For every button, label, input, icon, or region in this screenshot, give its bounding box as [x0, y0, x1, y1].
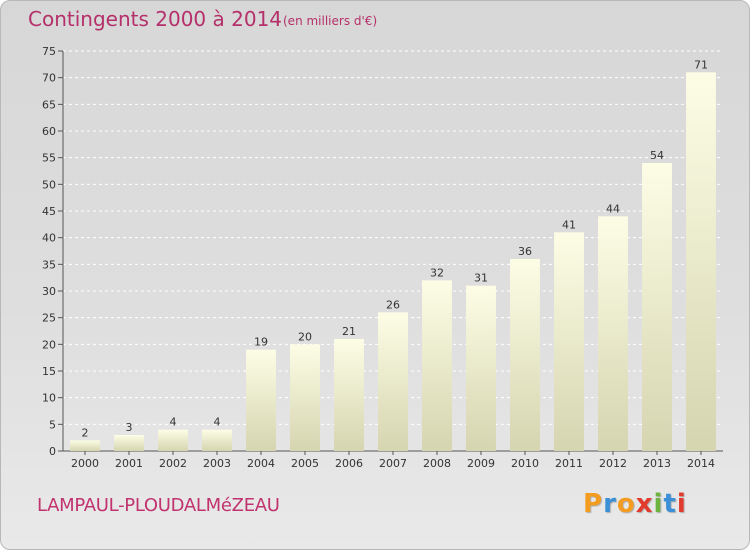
y-tick-label: 25: [42, 312, 56, 325]
x-tick-label: 2007: [379, 457, 407, 470]
y-tick-label: 30: [42, 285, 56, 298]
bar-2001: [114, 435, 144, 451]
bar-2007: [378, 312, 408, 451]
logo-letter: P: [583, 489, 603, 519]
bar-2009: [466, 286, 496, 451]
x-tick-label: 2012: [599, 457, 627, 470]
y-tick-label: 50: [42, 178, 56, 191]
bar-2004: [246, 350, 276, 451]
x-tick-label: 2004: [247, 457, 275, 470]
bar-value-label: 71: [694, 58, 708, 71]
bar-2010: [510, 259, 540, 451]
logo-letter: r: [603, 489, 617, 519]
bar-value-label: 21: [342, 325, 356, 338]
x-tick-label: 2000: [71, 457, 99, 470]
bar-value-label: 54: [650, 149, 664, 162]
x-tick-label: 2011: [555, 457, 583, 470]
x-tick-label: 2001: [115, 457, 143, 470]
bar-2013: [642, 163, 672, 451]
bar-2000: [70, 440, 100, 451]
bar-2012: [598, 216, 628, 451]
x-tick-label: 2010: [511, 457, 539, 470]
x-tick-label: 2002: [159, 457, 187, 470]
bar-value-label: 19: [254, 336, 268, 349]
bar-value-label: 4: [214, 416, 221, 429]
x-tick-label: 2009: [467, 457, 495, 470]
logo-letter: x: [636, 489, 654, 519]
bar-value-label: 2: [82, 426, 89, 439]
bar-value-label: 3: [126, 421, 133, 434]
proxiti-logo: Proxiti: [583, 489, 687, 519]
y-tick-label: 40: [42, 232, 56, 245]
y-tick-label: 45: [42, 205, 56, 218]
y-tick-label: 55: [42, 152, 56, 165]
bar-2003: [202, 430, 232, 451]
y-tick-label: 65: [42, 98, 56, 111]
bar-2005: [290, 344, 320, 451]
bar-value-label: 20: [298, 330, 312, 343]
commune-name: LAMPAUL-PLOUDALMéZEAU: [37, 495, 280, 516]
y-tick-label: 60: [42, 125, 56, 138]
bar-layer: [70, 72, 716, 451]
bar-value-label: 41: [562, 218, 576, 231]
logo-letter: i: [677, 489, 687, 519]
logo-letter: o: [617, 489, 636, 519]
y-tick-label: 0: [49, 445, 56, 458]
bar-2006: [334, 339, 364, 451]
bar-2008: [422, 280, 452, 451]
x-tick-label: 2014: [687, 457, 715, 470]
x-tick-label: 2003: [203, 457, 231, 470]
y-tick-label: 35: [42, 258, 56, 271]
y-tick-label: 70: [42, 72, 56, 85]
bar-2011: [554, 232, 584, 451]
bar-value-label: 31: [474, 272, 488, 285]
bar-2002: [158, 430, 188, 451]
bar-value-label: 44: [606, 202, 620, 215]
y-tick-label: 5: [49, 418, 56, 431]
bar-2014: [686, 72, 716, 451]
logo-letter: i: [654, 489, 664, 519]
y-tick-label: 15: [42, 365, 56, 378]
logo-letter: t: [663, 489, 676, 519]
y-tick-label: 20: [42, 338, 56, 351]
bar-value-label: 4: [170, 416, 177, 429]
y-tick-label: 10: [42, 392, 56, 405]
x-tick-label: 2006: [335, 457, 363, 470]
y-tick-label: 75: [42, 45, 56, 58]
bar-value-label: 32: [430, 266, 444, 279]
x-tick-label: 2008: [423, 457, 451, 470]
x-tick-label: 2005: [291, 457, 319, 470]
x-tick-label: 2013: [643, 457, 671, 470]
bar-value-label: 26: [386, 298, 400, 311]
bar-value-label: 36: [518, 245, 532, 258]
